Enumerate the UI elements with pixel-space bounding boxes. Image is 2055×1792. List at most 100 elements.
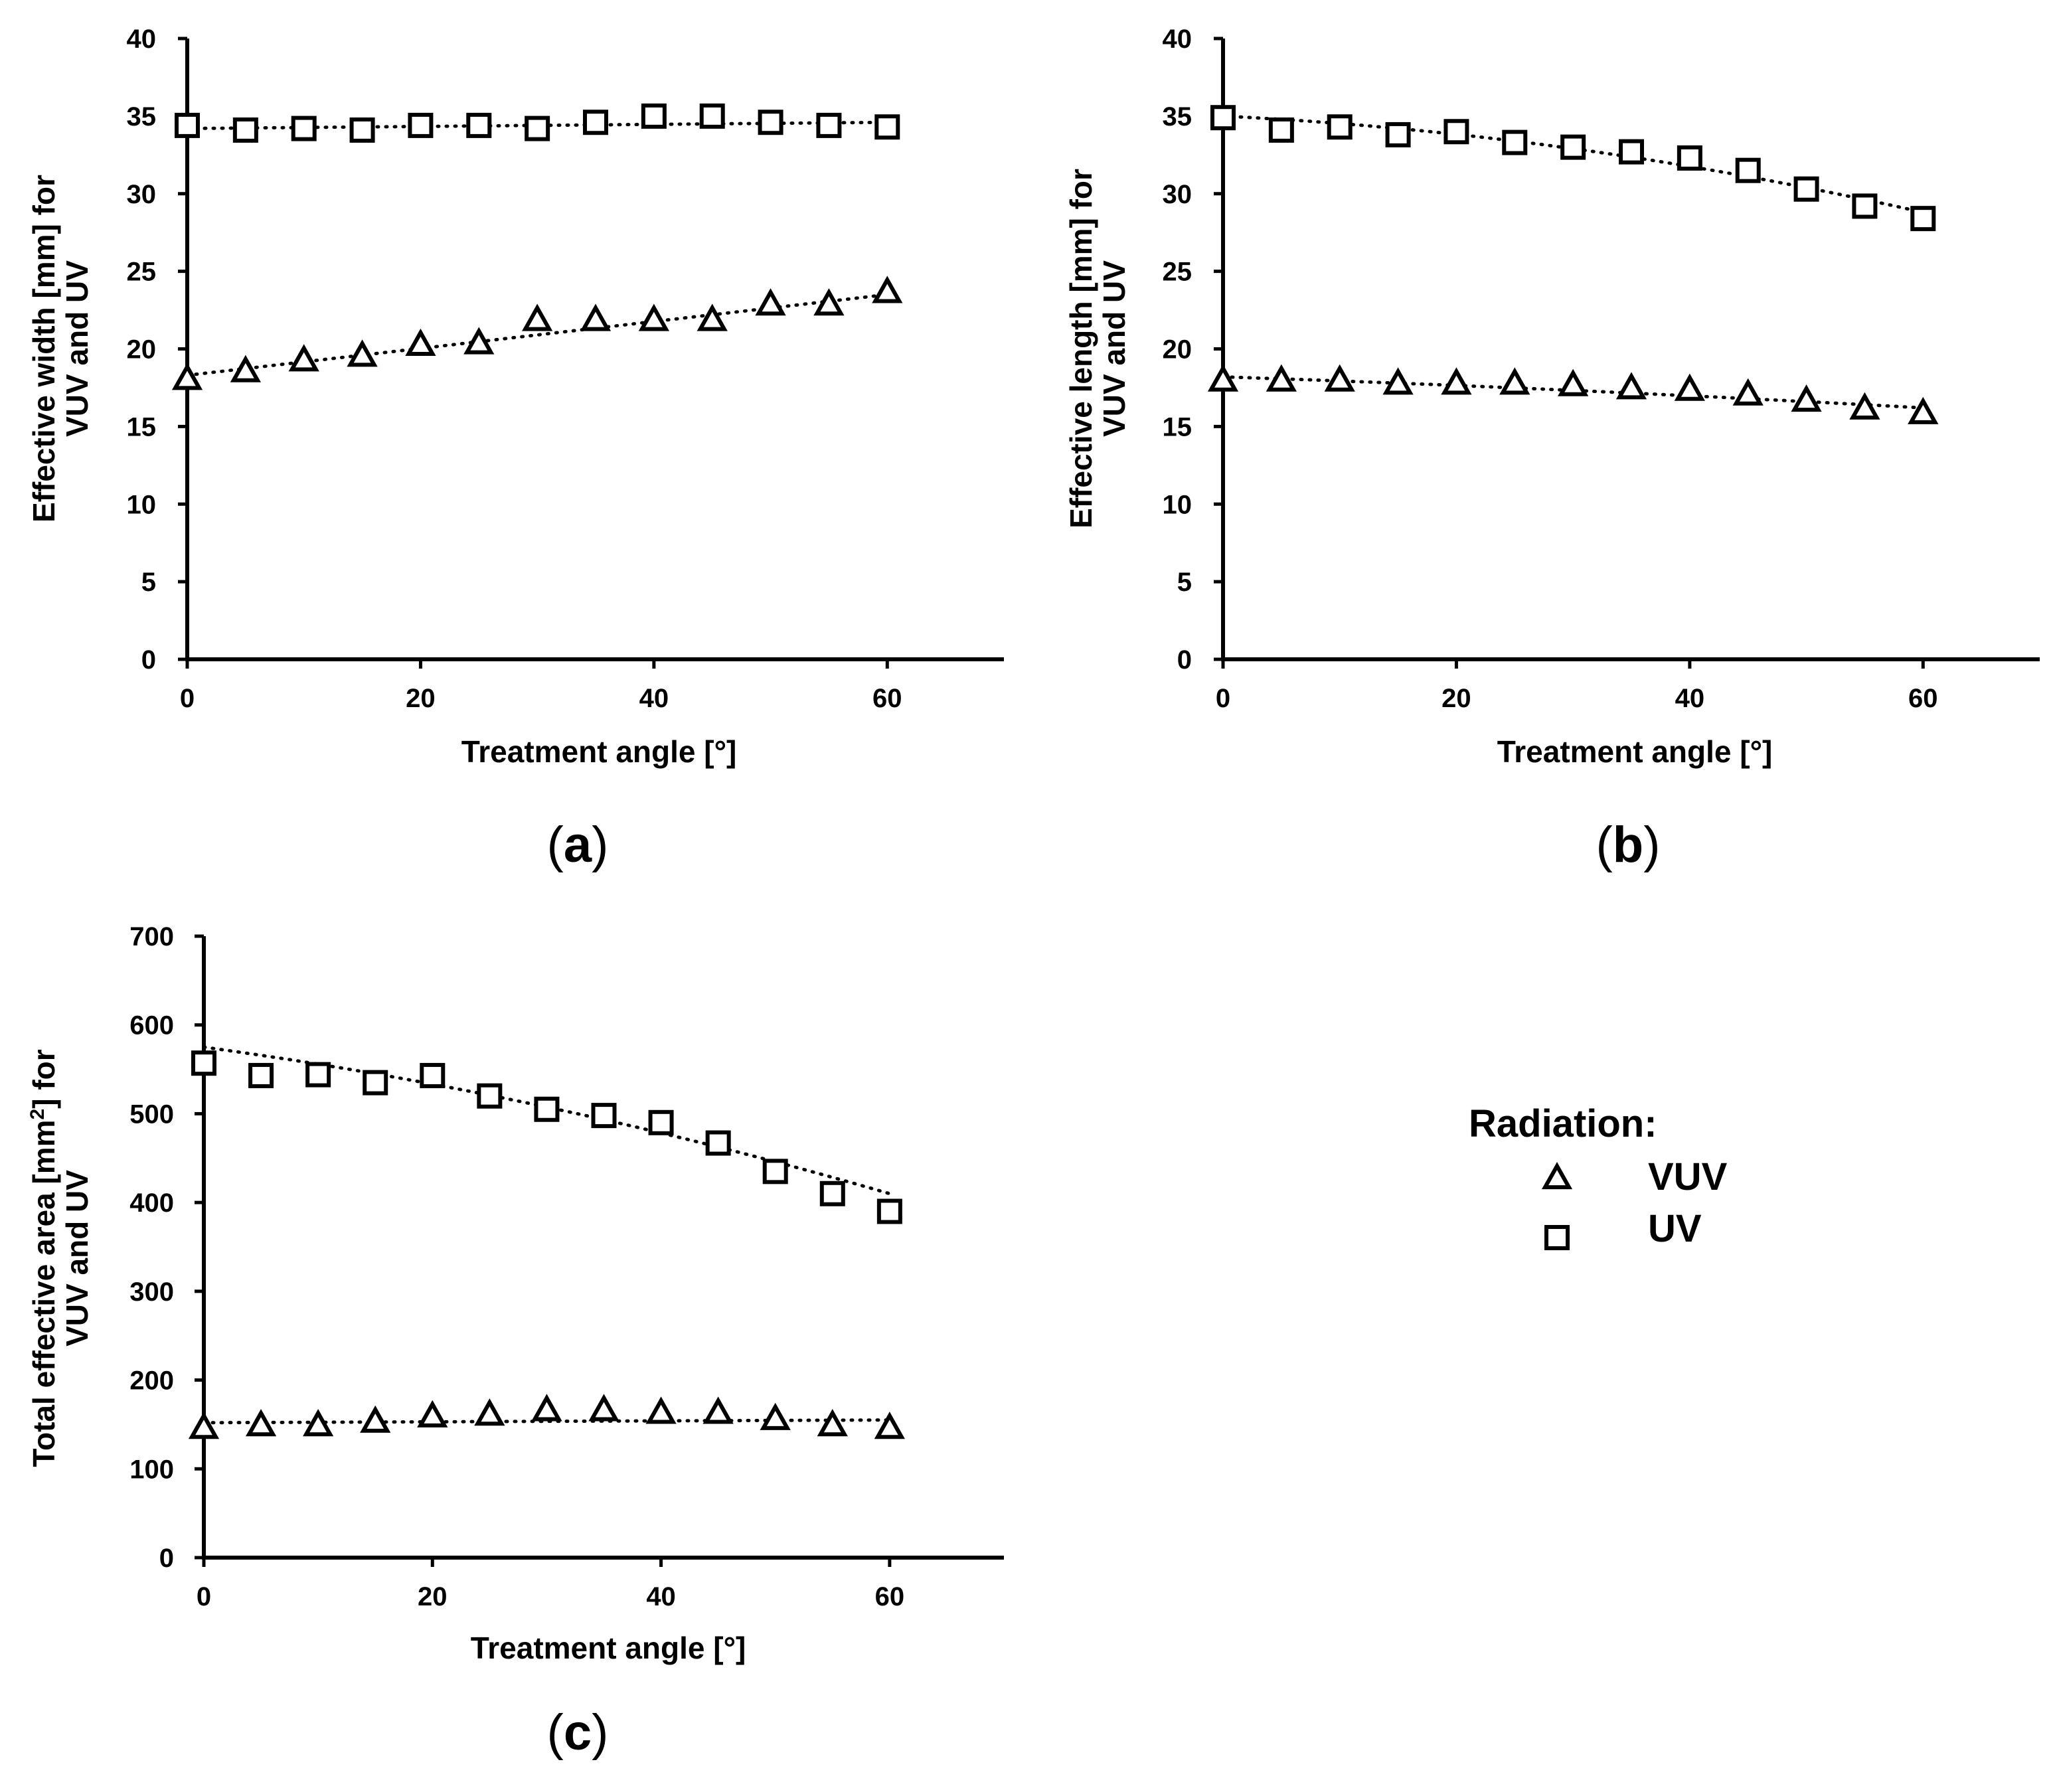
y-tick-label-a: 5 xyxy=(141,568,156,597)
data-point-vuv-a xyxy=(463,327,495,355)
y-tick-label-b: 15 xyxy=(1163,412,1192,442)
data-point-uv-c xyxy=(876,1198,902,1224)
data-point-uv-a xyxy=(583,110,608,135)
data-point-uv-b xyxy=(1327,114,1353,140)
data-point-uv-a xyxy=(699,103,725,129)
y-tick-label-a: 30 xyxy=(127,180,157,209)
y-axis-title-b-2: VUV and UV xyxy=(1097,260,1131,437)
data-point-uv-b xyxy=(1619,139,1644,165)
data-point-uv-b xyxy=(1443,119,1469,145)
y-tick-label-c: 100 xyxy=(129,1455,174,1484)
data-point-vuv-b xyxy=(1324,364,1355,392)
legend-marker-vuv xyxy=(1541,1162,1573,1190)
y-tick-label-a: 15 xyxy=(127,412,157,442)
y-tick-label-c: 500 xyxy=(129,1100,174,1129)
legend-square-icon xyxy=(1544,1225,1570,1250)
data-point-uv-c xyxy=(477,1083,503,1109)
y-tick-label-b: 40 xyxy=(1163,25,1192,54)
y-tick-label-a: 20 xyxy=(127,335,157,365)
data-point-uv-a xyxy=(408,112,434,138)
data-point-vuv-c xyxy=(760,1402,791,1430)
data-point-vuv-c xyxy=(188,1412,220,1439)
x-tick-label-b: 60 xyxy=(1908,684,1938,713)
data-point-vuv-a xyxy=(813,288,845,316)
panel-label-c-letter: c xyxy=(564,1704,592,1761)
data-point-uv-b xyxy=(1210,105,1236,131)
plot-area-a: 0 5 10 15 20 25 30 35 40 0 20 40 60 xyxy=(127,25,1004,713)
legend-marker-uv xyxy=(1544,1225,1570,1250)
y-tick-label-c: 600 xyxy=(129,1011,174,1040)
y-axis-title-b: Effective length [mm] for xyxy=(1064,169,1098,529)
data-point-uv-c xyxy=(762,1159,788,1184)
x-tick-label-a: 0 xyxy=(180,684,195,713)
data-point-vuv-b xyxy=(1382,367,1414,395)
data-point-uv-b xyxy=(1268,117,1294,143)
data-point-uv-a xyxy=(641,103,667,129)
data-point-vuv-c xyxy=(874,1412,905,1439)
x-axis-title-b: Treatment angle [°] xyxy=(1497,734,1773,769)
data-point-uv-c xyxy=(191,1050,216,1076)
panel-label-a: (a) xyxy=(547,817,609,873)
x-axis-title-c: Treatment angle [°] xyxy=(471,1631,746,1665)
data-point-vuv-a xyxy=(872,276,903,303)
data-point-vuv-a xyxy=(230,355,261,382)
data-point-uv-c xyxy=(248,1062,274,1088)
data-point-uv-b xyxy=(1560,134,1586,160)
x-tick-label-c: 20 xyxy=(418,1582,448,1611)
panel-label-a-letter: a xyxy=(564,817,592,873)
data-point-uv-b xyxy=(1385,122,1411,147)
y-tick-label-a: 40 xyxy=(127,25,157,54)
y-tick-label-b: 30 xyxy=(1163,180,1192,209)
y-tick-label-b: 10 xyxy=(1163,490,1192,519)
y-tick-label-b: 5 xyxy=(1177,568,1192,597)
x-tick-label-c: 40 xyxy=(646,1582,676,1611)
panel-label-b: (b) xyxy=(1596,817,1660,873)
data-point-vuv-b xyxy=(1674,373,1705,401)
x-tick-label-a: 40 xyxy=(639,684,669,713)
data-point-uv-c xyxy=(534,1096,560,1122)
x-axis-title-a: Treatment angle [°] xyxy=(461,734,737,769)
data-point-uv-a xyxy=(525,116,550,141)
data-point-uv-b xyxy=(1677,145,1702,171)
data-point-uv-c xyxy=(420,1062,446,1088)
data-point-vuv-c xyxy=(588,1394,619,1422)
data-point-uv-a xyxy=(758,110,783,135)
data-point-vuv-b xyxy=(1908,396,1939,424)
data-point-uv-b xyxy=(1910,206,1936,232)
y-tick-label-a: 10 xyxy=(127,490,157,519)
x-tick-label-c: 60 xyxy=(875,1582,905,1611)
y-tick-label-c: 400 xyxy=(129,1188,174,1218)
data-point-uv-a xyxy=(232,117,258,143)
y-axis-title-c-end: ] for xyxy=(27,1049,61,1109)
y-tick-label-a: 35 xyxy=(127,102,157,131)
data-point-uv-a xyxy=(466,112,492,138)
data-point-uv-c xyxy=(363,1070,388,1096)
y-tick-label-c: 200 xyxy=(129,1366,174,1396)
data-point-uv-c xyxy=(819,1181,845,1206)
panel-c: 0 100 200 300 400 500 600 700 0 20 40 60 Treatment … xyxy=(27,922,1004,1761)
y-axis-title-a: Effective width [mm] for xyxy=(27,175,61,523)
data-point-vuv-c xyxy=(303,1409,334,1437)
data-point-vuv-c xyxy=(474,1398,505,1426)
legend-triangle-icon xyxy=(1541,1162,1573,1190)
panel-b: 0 5 10 15 20 25 30 35 40 0 20 40 60 Treatment angle … xyxy=(1064,25,2040,873)
y-tick-label-a: 25 xyxy=(127,258,157,287)
data-point-vuv-a xyxy=(347,339,378,367)
panel-label-c: (c) xyxy=(547,1704,609,1761)
legend-title: Radiation: xyxy=(1469,1102,1657,1145)
data-point-uv-a xyxy=(175,112,200,138)
x-tick-label-b: 40 xyxy=(1675,684,1705,713)
panel-a: 0 5 10 15 20 25 30 35 40 0 20 40 60 Treatment angle … xyxy=(27,25,1004,873)
x-tick-label-b: 0 xyxy=(1216,684,1230,713)
legend-label-vuv: VUV xyxy=(1648,1155,1728,1198)
data-point-vuv-b xyxy=(1849,392,1880,420)
y-tick-label-b: 35 xyxy=(1163,102,1192,131)
data-point-vuv-b xyxy=(1732,378,1764,406)
data-point-uv-c xyxy=(648,1109,674,1135)
data-point-uv-b xyxy=(1793,176,1819,202)
y-tick-label-b: 0 xyxy=(1177,645,1192,675)
data-point-uv-c xyxy=(705,1130,731,1156)
data-point-vuv-a xyxy=(580,303,612,331)
data-point-vuv-b xyxy=(1441,367,1472,395)
